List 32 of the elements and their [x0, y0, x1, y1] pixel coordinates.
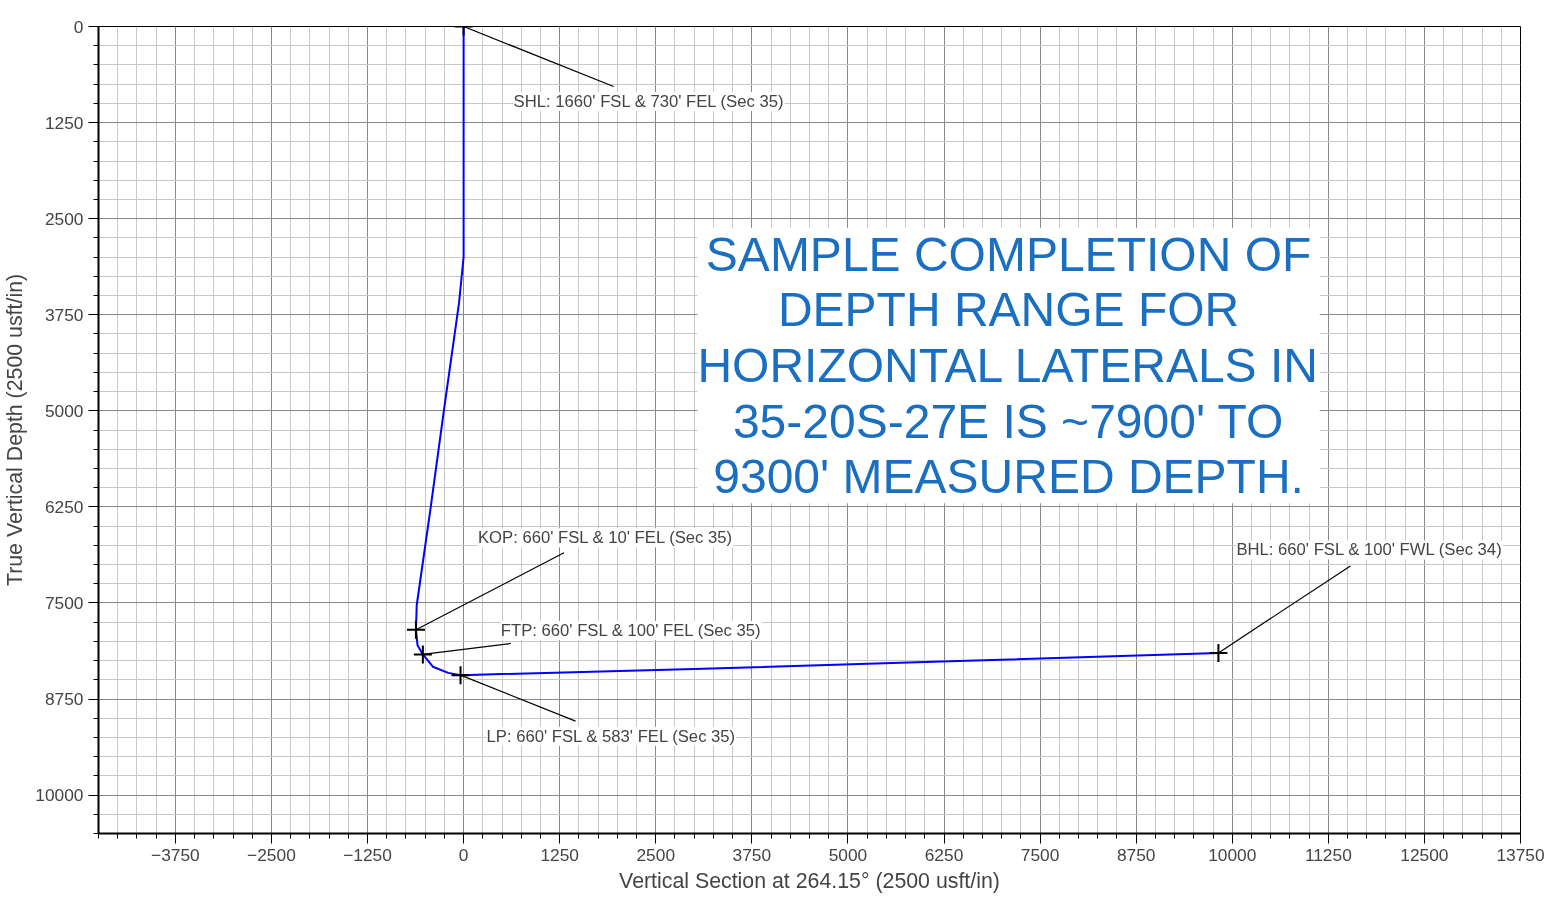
- y-tick-label: 10000: [35, 785, 84, 806]
- annotation: KOP: 660' FSL & 10' FEL (Sec 35): [477, 528, 733, 548]
- y-tick-label: 2500: [44, 208, 84, 229]
- x-tick-label: 3750: [732, 844, 772, 865]
- x-tick-label: −3750: [151, 844, 200, 865]
- y-tick-label: 3750: [44, 304, 84, 325]
- x-tick-label: −2500: [247, 844, 296, 865]
- x-tick-label: 1250: [540, 844, 579, 865]
- y-tick-label: 7500: [44, 592, 84, 613]
- annotation: SHL: 1660' FSL & 730' FEL (Sec 35): [513, 92, 784, 111]
- y-tick-label: 5000: [44, 400, 84, 421]
- x-axis-title: Vertical Section at 264.15° (2500 usft/in): [619, 868, 1000, 893]
- annotation: SAMPLE COMPLETION OF DEPTH RANGE FOR HORIZONTAL LATERALS IN 35-20S-27E IS ~7900' TO 9300' MEASURED DEPTH.: [697, 227, 1318, 504]
- y-tick-label: 6250: [44, 496, 84, 517]
- x-tick-label: 5000: [828, 844, 868, 865]
- y-axis-title: True Vertical Depth (2500 usft/in): [3, 273, 28, 587]
- x-tick-label: 11250: [1304, 844, 1352, 865]
- y-tick-label: 1250: [44, 112, 84, 133]
- x-tick-label: 10000: [1208, 844, 1257, 865]
- x-tick-label: 6250: [924, 844, 964, 865]
- x-tick-label: 2500: [636, 844, 676, 865]
- x-tick-label: 7500: [1020, 844, 1060, 865]
- x-tick-label: 13750: [1496, 844, 1545, 865]
- x-tick-label: 0: [458, 844, 469, 865]
- x-tick-label: −1250: [343, 844, 392, 865]
- annotation: BHL: 660' FSL & 100' FWL (Sec 34): [1236, 540, 1502, 560]
- x-tick-label: 12500: [1400, 844, 1449, 865]
- y-tick-label: 8750: [44, 689, 84, 709]
- annotation: LP: 660' FSL & 583' FEL (Sec 35): [486, 726, 736, 746]
- y-tick-label: 0: [73, 16, 84, 37]
- annotation: FTP: 660' FSL & 100' FEL (Sec 35): [500, 620, 761, 640]
- x-tick-label: 8750: [1116, 844, 1156, 865]
